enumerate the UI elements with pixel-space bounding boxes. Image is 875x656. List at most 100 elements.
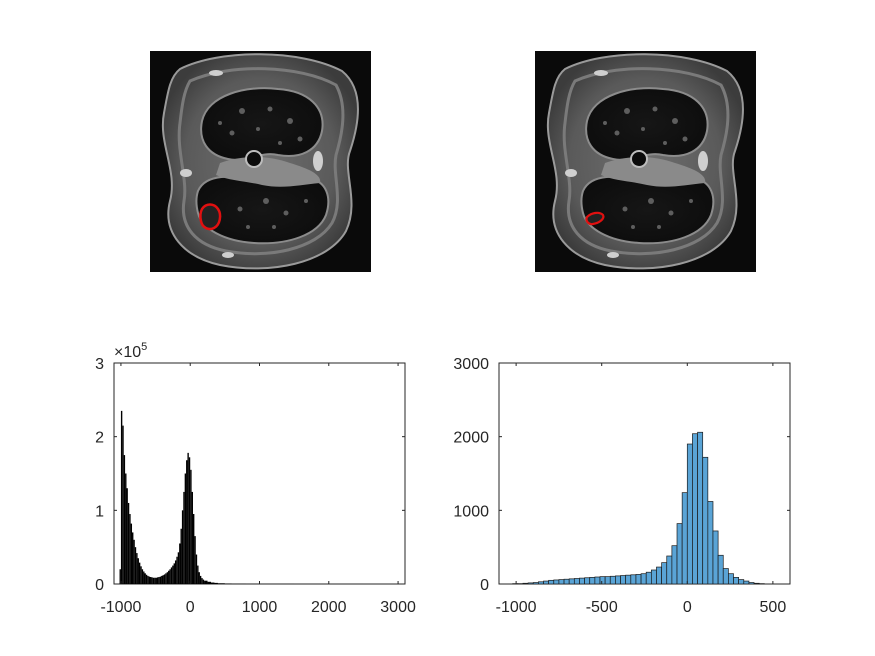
histogram-bar [140, 566, 142, 584]
histogram-bar [166, 572, 169, 584]
histogram-bar [204, 580, 208, 584]
axes-box-left [113, 362, 406, 585]
histogram-bar [197, 565, 199, 584]
histogram-bar [697, 431, 704, 585]
histogram-bar [165, 573, 167, 584]
y-tick-label: 1 [95, 503, 104, 520]
histogram-bar [604, 576, 611, 585]
x-tick-label: 1000 [242, 599, 278, 616]
x-tick-label: 0 [683, 599, 692, 616]
histogram-bar [635, 574, 642, 585]
tumor-contour-right [585, 211, 605, 226]
y-exponent-left: ×105 [114, 341, 147, 361]
histogram-bar [615, 575, 621, 585]
x-tick-label: 500 [760, 599, 787, 616]
y-tick-label: 2 [95, 430, 104, 447]
histogram-bar [722, 568, 729, 585]
histogram-bar [563, 578, 570, 585]
histogram-bar [553, 579, 560, 585]
x-tick-label: -1000 [100, 599, 141, 616]
histogram-bar [174, 560, 177, 584]
histogram-bar [594, 576, 601, 585]
histogram-bar [191, 491, 193, 584]
histogram-bar [173, 563, 175, 584]
histogram-bar [199, 575, 202, 584]
histogram-bar [656, 566, 662, 585]
bars-left [119, 410, 400, 584]
histogram-bar [190, 469, 192, 584]
histogram-bar [145, 574, 148, 584]
histogram-bar [155, 577, 157, 584]
histogram-bar [141, 569, 144, 584]
histogram-bar [136, 553, 138, 584]
histogram-bar [702, 456, 709, 585]
histogram-bar [579, 577, 585, 585]
histogram-bar [151, 577, 153, 584]
histogram-bar [159, 576, 162, 584]
histogram-bar [186, 460, 188, 584]
histogram-bar [743, 580, 750, 585]
histogram-bar [543, 580, 550, 585]
tumor-contour-left [199, 203, 222, 231]
histogram-bar [650, 569, 657, 585]
histogram-bar [712, 530, 719, 585]
histogram-bar [532, 582, 539, 585]
y-tick-label: 1000 [453, 503, 489, 520]
x-ticks-right: -1000 -500 0 500 [496, 363, 787, 616]
histogram-bar [645, 571, 652, 585]
histogram-bar [181, 510, 184, 584]
histogram-bar [538, 581, 544, 585]
histogram-bar [150, 577, 152, 584]
histogram-bar [201, 578, 203, 584]
histogram-bar [183, 491, 185, 584]
histogram-bar [172, 565, 174, 584]
histogram-bar [558, 579, 565, 585]
bars-right [512, 431, 765, 585]
histogram-bar [169, 569, 171, 584]
histogram-bar [738, 579, 745, 585]
histogram-bar [589, 577, 596, 585]
histogram-bar [126, 488, 128, 584]
histogram-bar [522, 582, 529, 585]
histogram-bar [733, 577, 740, 585]
histogram-bar [666, 555, 673, 585]
y-tick-label: 2000 [453, 430, 489, 447]
x-tick-label: -1000 [496, 599, 537, 616]
ct-image-right [533, 49, 758, 274]
histogram-bar [717, 554, 724, 585]
histogram-bar [568, 578, 575, 585]
histogram-bar [202, 579, 205, 584]
histogram-bar [584, 577, 591, 585]
histogram-bar [681, 492, 688, 585]
histogram-bar [123, 455, 126, 584]
histogram-bar [134, 547, 137, 584]
histogram-tumor: -1000 -500 0 500 0 1000 2000 3000 [453, 356, 791, 616]
x-tick-label: 0 [186, 599, 195, 616]
histogram-bar [161, 575, 163, 584]
histogram-bar [156, 577, 159, 584]
histogram-bar [170, 567, 173, 584]
histogram-bar [143, 571, 145, 584]
histogram-bar [125, 473, 127, 584]
histogram-bar [130, 523, 133, 584]
histogram-bar [187, 452, 189, 584]
histogram-bar [120, 410, 123, 584]
histogram-bar [753, 582, 760, 585]
histogram-ct-all: -1000 0 1000 2000 3000 0 1 2 3 ×105 [95, 341, 416, 616]
histogram-bar [144, 573, 146, 584]
histogram-bar [168, 570, 170, 584]
histogram-bar [620, 575, 627, 585]
histogram-bar [184, 473, 187, 584]
histogram-bar [707, 501, 714, 585]
y-ticks-left: 0 1 2 3 [95, 356, 405, 594]
x-tick-label: 2000 [311, 599, 347, 616]
histogram-bar [671, 545, 678, 585]
histogram-bar [640, 573, 647, 585]
histogram-bar [158, 577, 160, 584]
histogram-bar [195, 554, 198, 584]
histogram-bar [548, 579, 555, 585]
histogram-bar [194, 536, 196, 584]
histogram-bar [148, 576, 151, 584]
histogram-bar [217, 583, 225, 584]
x-tick-label: -500 [586, 599, 618, 616]
